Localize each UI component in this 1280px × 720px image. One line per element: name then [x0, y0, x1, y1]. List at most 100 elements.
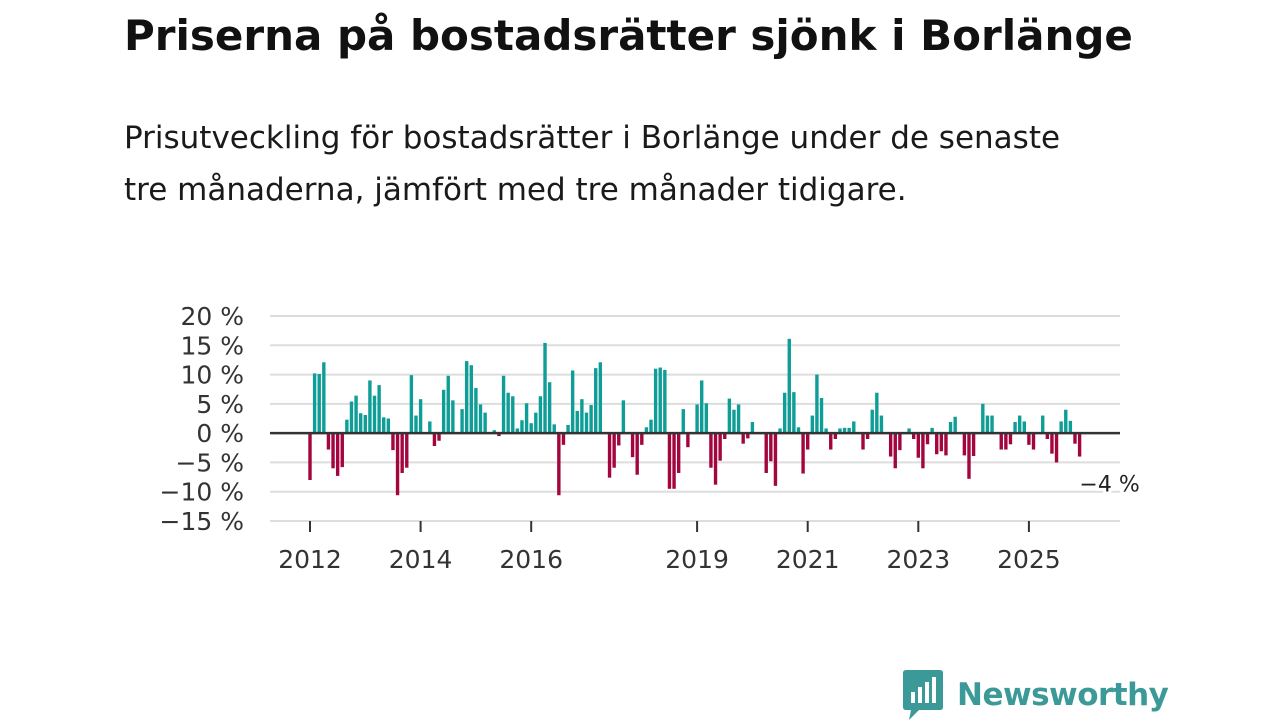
bar [695, 404, 699, 434]
bar [372, 395, 377, 434]
bar [732, 409, 736, 434]
bar [446, 375, 450, 434]
y-tick-label: −5 % [175, 448, 244, 477]
bar [552, 424, 556, 434]
bar [686, 433, 690, 448]
bar [340, 433, 344, 468]
bar [575, 410, 579, 434]
bar [635, 433, 639, 475]
bar [386, 418, 391, 434]
bar [750, 422, 755, 434]
last-value-label: −4 % [1079, 473, 1139, 498]
bar [981, 403, 985, 434]
bar [418, 399, 423, 434]
bar [672, 433, 676, 489]
bar [796, 427, 801, 434]
bar [953, 416, 957, 434]
bar [727, 398, 732, 434]
bar [621, 400, 626, 434]
y-tick-label: 20 % [180, 302, 244, 331]
bar [529, 423, 533, 434]
bar [566, 424, 570, 434]
bar [1045, 433, 1050, 439]
x-tick-label: 2019 [665, 545, 729, 574]
x-tick-label: 2014 [389, 545, 453, 574]
bar [792, 392, 796, 434]
bar [409, 375, 414, 434]
bar [520, 420, 524, 434]
bar [907, 428, 911, 434]
bar [888, 433, 893, 457]
bar [322, 362, 326, 434]
bar [741, 433, 745, 444]
bar [764, 433, 768, 473]
bar [676, 433, 681, 473]
bar [911, 433, 916, 439]
bar [824, 428, 828, 434]
bar [368, 380, 372, 434]
bar [939, 433, 944, 452]
bar [787, 338, 791, 434]
chart-subtitle: Prisutveckling för bostadsrätter i Borlä… [124, 120, 1061, 208]
bar [861, 433, 865, 450]
bar [437, 433, 441, 441]
bar [1031, 433, 1036, 450]
bar [700, 380, 704, 434]
bar [718, 433, 722, 461]
bar [377, 385, 381, 434]
bar [658, 367, 662, 434]
bar [492, 430, 497, 434]
bar [723, 433, 727, 439]
bar [326, 433, 331, 450]
bar [829, 433, 833, 450]
bar [506, 392, 510, 434]
bar [948, 422, 953, 434]
bar [382, 417, 386, 434]
bar [925, 433, 930, 445]
bar [432, 433, 437, 447]
bar [875, 392, 879, 434]
bar [847, 427, 851, 434]
bar [345, 419, 349, 434]
bar [1059, 421, 1063, 434]
bar [1073, 433, 1077, 444]
y-tick-label: −10 % [160, 478, 244, 507]
brand[interactable]: Newsworthy [903, 670, 1169, 720]
bar [640, 433, 644, 445]
bar [547, 382, 552, 434]
bar [630, 433, 635, 458]
bar [681, 409, 685, 434]
bar [451, 400, 455, 434]
bar [358, 413, 363, 434]
bar [354, 395, 358, 434]
bar [778, 428, 782, 434]
bar [391, 433, 395, 451]
bar [612, 433, 616, 468]
bar [870, 409, 874, 434]
x-tick-label: 2025 [997, 545, 1061, 574]
brand-name: Newsworthy [957, 677, 1169, 713]
bar [990, 415, 994, 434]
bar [400, 433, 404, 473]
bar [713, 433, 718, 485]
bar [515, 428, 520, 434]
bar [1008, 433, 1013, 445]
bar [649, 419, 653, 434]
bar [561, 433, 566, 445]
bar [1022, 421, 1026, 434]
bar [773, 433, 778, 486]
newsworthy-logo-icon [903, 670, 943, 720]
bar [524, 403, 529, 434]
bar [663, 369, 667, 434]
bar [331, 433, 335, 469]
bar [815, 374, 819, 434]
bar [501, 375, 506, 434]
bar [1064, 409, 1068, 434]
bar [469, 365, 473, 434]
bar [944, 433, 948, 456]
x-tick-label: 2023 [886, 545, 950, 574]
x-tick-label: 2012 [278, 545, 342, 574]
bar [349, 401, 354, 434]
bar [898, 433, 902, 451]
